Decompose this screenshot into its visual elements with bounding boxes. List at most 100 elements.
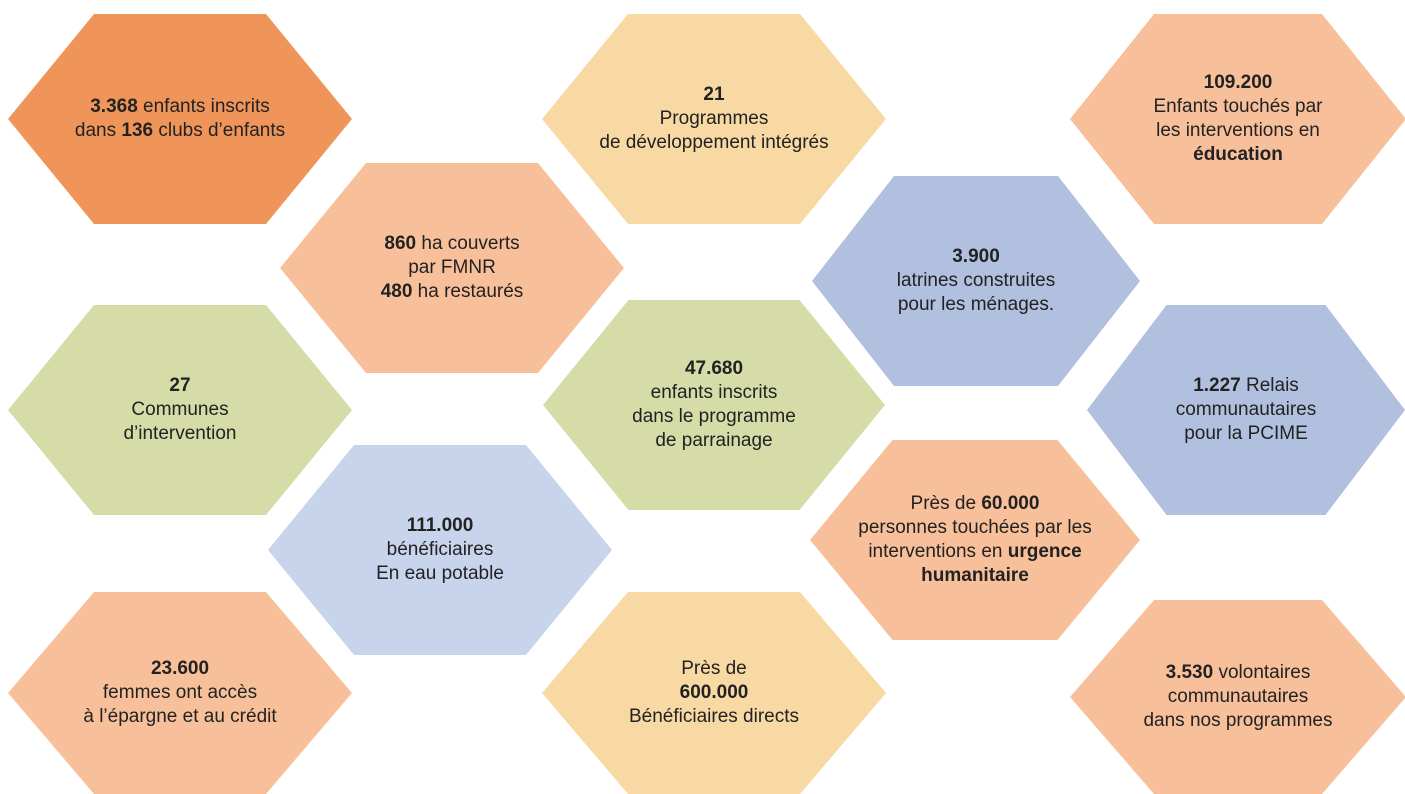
- hexagon-card: 860 ha couverts par FMNR 480 ha restaurés: [280, 163, 624, 373]
- text-segment: Près de: [681, 658, 746, 679]
- hexagon-text-line: personnes touchées par les: [858, 517, 1091, 538]
- hexagon-text-line: 1.227 Relais: [1193, 375, 1299, 396]
- text-segment: En eau potable: [376, 563, 504, 584]
- hexagon-card: 111.000 bénéficiaires En eau potable: [268, 445, 612, 655]
- hexagon-text-line: Bénéficiaires directs: [629, 706, 799, 727]
- hexagon: [8, 305, 352, 515]
- text-segment: latrines construites: [897, 270, 1055, 291]
- text-segment: 60.000: [981, 493, 1039, 514]
- hexagon-text-line: communautaires: [1168, 686, 1308, 707]
- text-segment: ha couverts: [416, 233, 520, 254]
- text-segment: femmes ont accès: [103, 682, 257, 703]
- hexagon-text-line: les interventions en: [1156, 120, 1320, 141]
- text-segment: 3.900: [952, 246, 1000, 267]
- hexagon: [8, 592, 352, 794]
- hexagon-text-line: 860 ha couverts: [384, 233, 519, 254]
- hexagon-text-line: 3.530 volontaires: [1166, 662, 1311, 683]
- text-segment: ha restaurés: [412, 281, 523, 302]
- text-segment: interventions en: [868, 541, 1007, 562]
- hexagon-text-line: humanitaire: [921, 565, 1029, 586]
- text-segment: Programmes: [660, 108, 769, 129]
- hexagon-text-line: à l’épargne et au crédit: [83, 706, 277, 727]
- hexagon-text-line: dans le programme: [632, 406, 796, 427]
- hexagon: [1087, 305, 1405, 515]
- text-segment: 27: [169, 375, 190, 396]
- text-segment: 1.227: [1193, 375, 1241, 396]
- text-segment: volontaires: [1213, 662, 1310, 683]
- hexagon: [1070, 600, 1405, 794]
- text-segment: de parrainage: [655, 430, 772, 451]
- hexagon: [8, 14, 352, 224]
- hexagon-card: 21 Programmes de développement intégrés: [542, 14, 886, 224]
- text-segment: humanitaire: [921, 565, 1029, 586]
- hexagon-text-line: 111.000: [407, 515, 474, 536]
- hexagon: [1070, 14, 1405, 224]
- hexagon-text-line: Près de 60.000: [911, 493, 1040, 514]
- hexagon-card: Près de 60.000 personnes touchées par les…: [810, 440, 1140, 640]
- text-segment: 600.000: [680, 682, 749, 703]
- hexagon-text-line: 27: [169, 375, 190, 396]
- hexagon: [542, 14, 886, 224]
- text-segment: dans: [75, 120, 121, 141]
- hexagon-text-line: de développement intégrés: [599, 132, 828, 153]
- text-segment: 21: [703, 84, 725, 105]
- hexagon-text-line: bénéficiaires: [387, 539, 494, 560]
- hexagon-text-line: pour les ménages.: [898, 294, 1054, 315]
- text-segment: 111.000: [407, 515, 474, 536]
- hexagon: [542, 592, 886, 794]
- hexagon-text-line: enfants inscrits: [651, 382, 778, 403]
- text-segment: de développement intégrés: [599, 132, 828, 153]
- hexagon-text-line: par FMNR: [408, 257, 496, 278]
- hexagon-text-line: communautaires: [1176, 399, 1316, 420]
- text-segment: par FMNR: [408, 257, 496, 278]
- text-segment: 3.368: [90, 96, 138, 117]
- hexagon: [810, 440, 1140, 640]
- hexagon-text-line: Communes: [131, 399, 228, 420]
- hexagon-text-line: interventions en urgence: [868, 541, 1081, 562]
- hexagon-card: 27 Communes d’intervention: [8, 305, 352, 515]
- text-segment: 47.680: [685, 358, 743, 379]
- text-segment: Enfants touchés par: [1154, 96, 1324, 117]
- text-segment: 860: [384, 233, 416, 254]
- text-segment: à l’épargne et au crédit: [83, 706, 277, 727]
- hexagon-text-line: dans nos programmes: [1143, 710, 1332, 731]
- hexagon-text-line: 47.680: [685, 358, 743, 379]
- text-segment: clubs d’enfants: [153, 120, 285, 141]
- hexagon: [543, 300, 885, 510]
- text-segment: communautaires: [1176, 399, 1316, 420]
- hexagon-text-line: de parrainage: [655, 430, 772, 451]
- hexagon-card: 3.368 enfants inscrits dans 136 clubs d’e…: [8, 14, 352, 224]
- hexagon-text-line: éducation: [1193, 144, 1283, 165]
- hexagon-text-line: Enfants touchés par: [1154, 96, 1324, 117]
- hexagon: [812, 176, 1140, 386]
- text-segment: 23.600: [151, 658, 209, 679]
- hexagon-text-line: 21: [703, 84, 725, 105]
- text-segment: les interventions en: [1156, 120, 1320, 141]
- text-segment: pour la PCIME: [1184, 423, 1308, 444]
- text-segment: 480: [381, 281, 413, 302]
- hexagon-card: Près de 600.000 Bénéficiaires directs: [542, 592, 886, 794]
- hexagon-text-line: 3.368 enfants inscrits: [90, 96, 270, 117]
- hexagon-text-line: Programmes: [660, 108, 769, 129]
- hexagon-card: 3.900 latrines construites pour les ménage…: [812, 176, 1140, 386]
- text-segment: Relais: [1241, 375, 1299, 396]
- text-segment: enfants inscrits: [138, 96, 270, 117]
- hexagon: [268, 445, 612, 655]
- text-segment: Bénéficiaires directs: [629, 706, 799, 727]
- hexagon-card: 3.530 volontaires communautaires dans nos …: [1070, 600, 1405, 794]
- hexagon-text-line: 600.000: [680, 682, 749, 703]
- hexagon-text-line: Près de: [681, 658, 746, 679]
- hexagon-text-line: 3.900: [952, 246, 1000, 267]
- text-segment: 136: [121, 120, 153, 141]
- hexagon-text-line: En eau potable: [376, 563, 504, 584]
- hexagon-text-line: 480 ha restaurés: [381, 281, 524, 302]
- text-segment: dans nos programmes: [1143, 710, 1332, 731]
- hexagon-text-line: latrines construites: [897, 270, 1055, 291]
- text-segment: éducation: [1193, 144, 1283, 165]
- text-segment: Près de: [911, 493, 982, 514]
- hexagon-card: 23.600 femmes ont accès à l’épargne et au …: [8, 592, 352, 794]
- hexagon-card: 109.200 Enfants touchés par les interventi…: [1070, 14, 1405, 224]
- text-segment: 3.530: [1166, 662, 1214, 683]
- hexagon: [280, 163, 624, 373]
